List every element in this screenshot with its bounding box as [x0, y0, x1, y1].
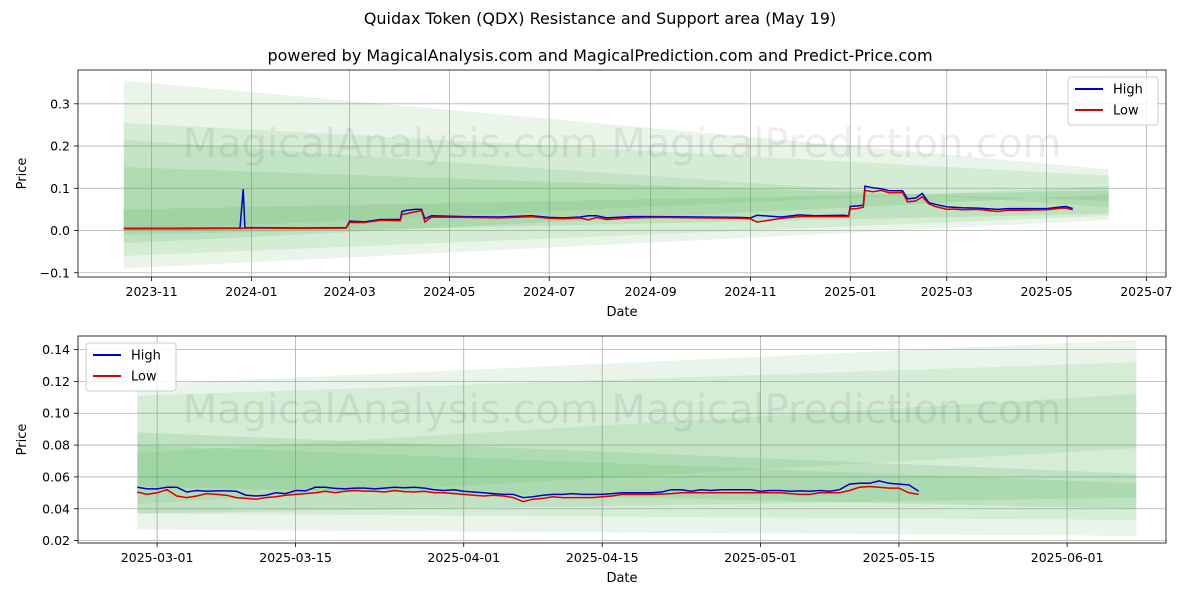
- support-resistance-band: [123, 190, 1109, 235]
- y-tick-label: 0.10: [42, 406, 70, 421]
- chart-panel-2: MagicalAnalysis.com MagicalPrediction.co…: [15, 335, 1167, 586]
- support-resistance-band: [137, 432, 1137, 509]
- x-tick-label: 2025-01: [824, 284, 876, 299]
- y-axis-label: Price: [15, 158, 30, 190]
- y-tick-label: 0.12: [42, 374, 70, 389]
- y-tick-label: −0.1: [40, 265, 70, 280]
- x-tick-label: 2024-01: [225, 284, 277, 299]
- legend-label-low: Low: [131, 370, 157, 385]
- x-tick-label: 2025-05: [1020, 284, 1072, 299]
- x-tick-label: 2023-11: [126, 284, 178, 299]
- x-axis-label: Date: [606, 305, 637, 320]
- support-resistance-band: [123, 167, 1109, 244]
- y-tick-label: 0.3: [50, 96, 70, 111]
- y-tick-label: 0.1: [50, 181, 70, 196]
- y-tick-label: 0.2: [50, 139, 70, 154]
- x-tick-label: 2025-03: [921, 284, 973, 299]
- series-line-high: [137, 480, 920, 499]
- x-tick-label: 2025-03-15: [259, 550, 332, 565]
- legend: High Low: [85, 342, 177, 392]
- series-line-low: [123, 189, 1073, 230]
- watermark: MagicalAnalysis.com MagicalPrediction.co…: [183, 121, 1062, 167]
- x-tick-label: 2025-06-01: [1031, 550, 1104, 565]
- y-tick-label: 0.06: [42, 469, 70, 484]
- x-tick-label: 2024-05: [423, 284, 475, 299]
- series-group: [137, 480, 920, 503]
- x-tick-label: 2025-04-01: [427, 550, 500, 565]
- legend-label-low: Low: [1113, 104, 1139, 119]
- x-tick-label: 2024-07: [523, 284, 575, 299]
- y-tick-label: 0.02: [42, 533, 70, 548]
- support-resistance-band: [123, 122, 1109, 256]
- x-tick-label: 2025-07: [1120, 284, 1172, 299]
- band-group: [123, 80, 1109, 269]
- x-axis-label: Date: [606, 571, 637, 586]
- plot-frame: [77, 335, 1167, 544]
- support-resistance-band: [137, 445, 1137, 514]
- y-tick-label: 0.14: [42, 342, 70, 357]
- x-tick-label: 2025-03-01: [121, 550, 194, 565]
- x-tick-label: 2024-11: [724, 284, 776, 299]
- series-line-low: [137, 485, 919, 503]
- support-resistance-band: [137, 339, 1137, 536]
- series-line-high: [123, 185, 1073, 230]
- legend: High Low: [1067, 76, 1159, 126]
- chart-subtitle: powered by MagicalAnalysis.com and Magic…: [267, 46, 933, 65]
- series-group: [123, 185, 1073, 230]
- y-axis-label: Price: [15, 424, 30, 456]
- support-resistance-band: [123, 139, 1109, 231]
- support-resistance-band: [137, 362, 1137, 520]
- x-tick-label: 2024-09: [625, 284, 677, 299]
- x-tick-label: 2024-03: [323, 284, 375, 299]
- watermark: MagicalAnalysis.com MagicalPrediction.co…: [183, 387, 1062, 433]
- legend-label-high: High: [1113, 83, 1143, 98]
- x-tick-label: 2025-05-15: [863, 550, 936, 565]
- plot-frame: [77, 69, 1167, 278]
- x-tick-label: 2025-05-01: [724, 550, 797, 565]
- chart-title: Quidax Token (QDX) Resistance and Suppor…: [363, 9, 837, 28]
- legend-label-high: High: [131, 349, 161, 364]
- y-tick-label: 0.08: [42, 438, 70, 453]
- band-group: [137, 339, 1137, 536]
- chart-panel-1: MagicalAnalysis.com MagicalPrediction.co…: [15, 69, 1172, 320]
- support-resistance-band: [137, 394, 1137, 504]
- x-tick-label: 2025-04-15: [566, 550, 639, 565]
- y-tick-label: 0.04: [42, 501, 70, 516]
- y-tick-label: 0.0: [50, 223, 70, 238]
